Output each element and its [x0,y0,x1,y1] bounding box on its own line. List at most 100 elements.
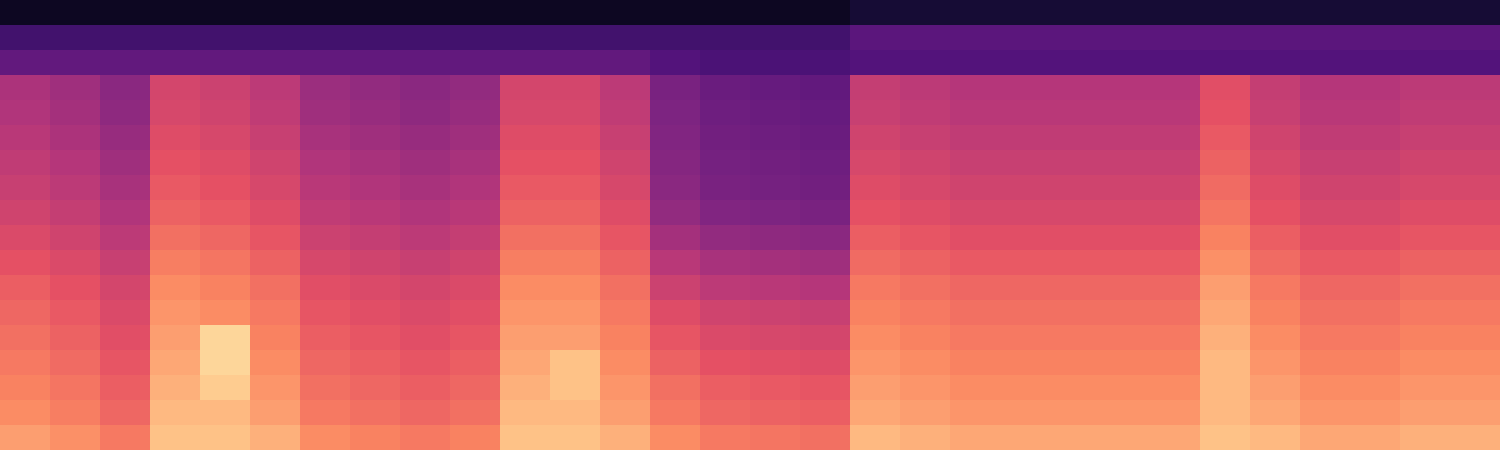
cell [1100,50,1151,76]
cell [0,250,51,276]
cell [550,225,601,251]
cell [350,250,401,276]
cell [1000,75,1051,101]
cell [1400,100,1451,126]
cell [1150,425,1201,450]
cell [1300,350,1351,376]
cell [900,50,951,76]
cell [1000,100,1051,126]
cell [1200,350,1251,376]
cell [1200,325,1251,351]
cell [0,200,51,226]
cell [1400,425,1451,450]
cell [250,25,301,51]
cell [400,300,451,326]
cell [150,175,201,201]
cell [1000,400,1051,426]
cell [700,75,751,101]
cell [700,425,751,450]
cell [450,375,501,401]
cell [750,325,801,351]
cell [1300,50,1351,76]
cell [500,100,551,126]
cell [1200,25,1251,51]
cell [950,350,1001,376]
cell [1000,375,1051,401]
cell [650,300,701,326]
cell [1450,425,1500,450]
cell [650,75,701,101]
cell [700,325,751,351]
cell [100,425,151,450]
cell [250,100,301,126]
cell [50,350,101,376]
cell [850,100,901,126]
cell [650,250,701,276]
cell [800,25,851,51]
cell [650,350,701,376]
cell [850,50,901,76]
cell [1300,75,1351,101]
cell [1000,275,1051,301]
cell [650,175,701,201]
cell [150,75,201,101]
cell [600,300,651,326]
cell [100,325,151,351]
cell [950,325,1001,351]
cell [150,225,201,251]
cell [150,50,201,76]
cell [700,125,751,151]
cell [500,200,551,226]
cell [1200,250,1251,276]
cell [1350,50,1401,76]
cell [350,225,401,251]
cell [1000,250,1051,276]
cell [200,250,251,276]
cell [500,425,551,450]
cell [300,0,351,26]
cell [1350,100,1401,126]
cell [1000,125,1051,151]
cell [550,0,601,26]
cell [1150,25,1201,51]
cell [600,250,651,276]
cell [850,150,901,176]
cell [800,0,851,26]
cell [1400,325,1451,351]
cell [200,100,251,126]
cell [1100,200,1151,226]
cell [950,50,1001,76]
cell [1250,425,1301,450]
cell [750,50,801,76]
cell [1050,275,1101,301]
cell [1250,350,1301,376]
cell [1050,100,1101,126]
cell [1150,0,1201,26]
cell [650,375,701,401]
cell [100,25,151,51]
cell [250,400,301,426]
cell [300,400,351,426]
cell [100,350,151,376]
cell [150,125,201,151]
cell [500,0,551,26]
cell [1350,0,1401,26]
cell [0,125,51,151]
cell [500,75,551,101]
cell [400,400,451,426]
cell [450,425,501,450]
cell [600,100,651,126]
cell [300,175,351,201]
cell [850,250,901,276]
cell [950,125,1001,151]
cell [950,250,1001,276]
cell [950,100,1001,126]
cell [950,75,1001,101]
cell [550,350,601,376]
cell [150,100,201,126]
cell [1450,375,1500,401]
cell [450,125,501,151]
cell [1250,0,1301,26]
cell [950,25,1001,51]
cell [1450,25,1500,51]
